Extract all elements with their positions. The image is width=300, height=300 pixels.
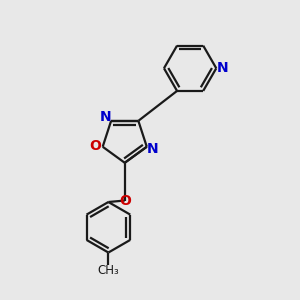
Text: CH₃: CH₃ [98, 264, 119, 277]
Text: N: N [217, 61, 229, 75]
Text: N: N [100, 110, 112, 124]
Text: O: O [90, 139, 101, 153]
Text: O: O [119, 194, 131, 208]
Text: N: N [147, 142, 158, 156]
